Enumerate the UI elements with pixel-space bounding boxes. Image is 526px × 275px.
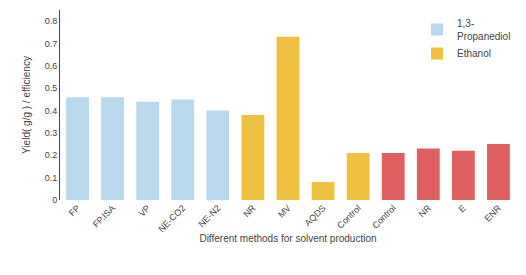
svg-text:Ethanol: Ethanol xyxy=(457,48,491,59)
svg-text:Yield( g/g ) / efficiency: Yield( g/g ) / efficiency xyxy=(21,56,32,154)
svg-text:0.1: 0.1 xyxy=(45,173,58,183)
svg-text:VP: VP xyxy=(137,203,153,219)
svg-text:FP.ISA: FP.ISA xyxy=(91,203,117,229)
svg-text:E: E xyxy=(457,203,468,214)
svg-text:1,3-Propanediol: 1,3-Propanediol xyxy=(457,18,510,42)
svg-text:0.5: 0.5 xyxy=(45,83,58,93)
svg-text:0.2: 0.2 xyxy=(45,150,58,160)
svg-text:0.4: 0.4 xyxy=(45,106,58,116)
svg-text:MV: MV xyxy=(276,203,293,220)
svg-text:0: 0 xyxy=(52,195,57,205)
svg-text:0.6: 0.6 xyxy=(45,61,58,71)
svg-text:Control: Control xyxy=(335,203,363,231)
svg-text:0.7: 0.7 xyxy=(45,39,58,49)
svg-text:NE-CO2: NE-CO2 xyxy=(156,203,187,234)
svg-text:FP: FP xyxy=(67,203,82,218)
svg-text:Control: Control xyxy=(370,203,398,231)
svg-text:ENR: ENR xyxy=(483,203,504,224)
svg-text:0.3: 0.3 xyxy=(45,128,58,138)
svg-text:NR: NR xyxy=(417,203,434,220)
svg-text:0.8: 0.8 xyxy=(45,16,58,26)
svg-text:AQDS: AQDS xyxy=(303,203,328,228)
svg-text:NE-N2: NE-N2 xyxy=(196,203,222,229)
svg-text:NR: NR xyxy=(241,203,258,220)
svg-text:Different methods for solvent: Different methods for solvent production xyxy=(199,233,376,244)
